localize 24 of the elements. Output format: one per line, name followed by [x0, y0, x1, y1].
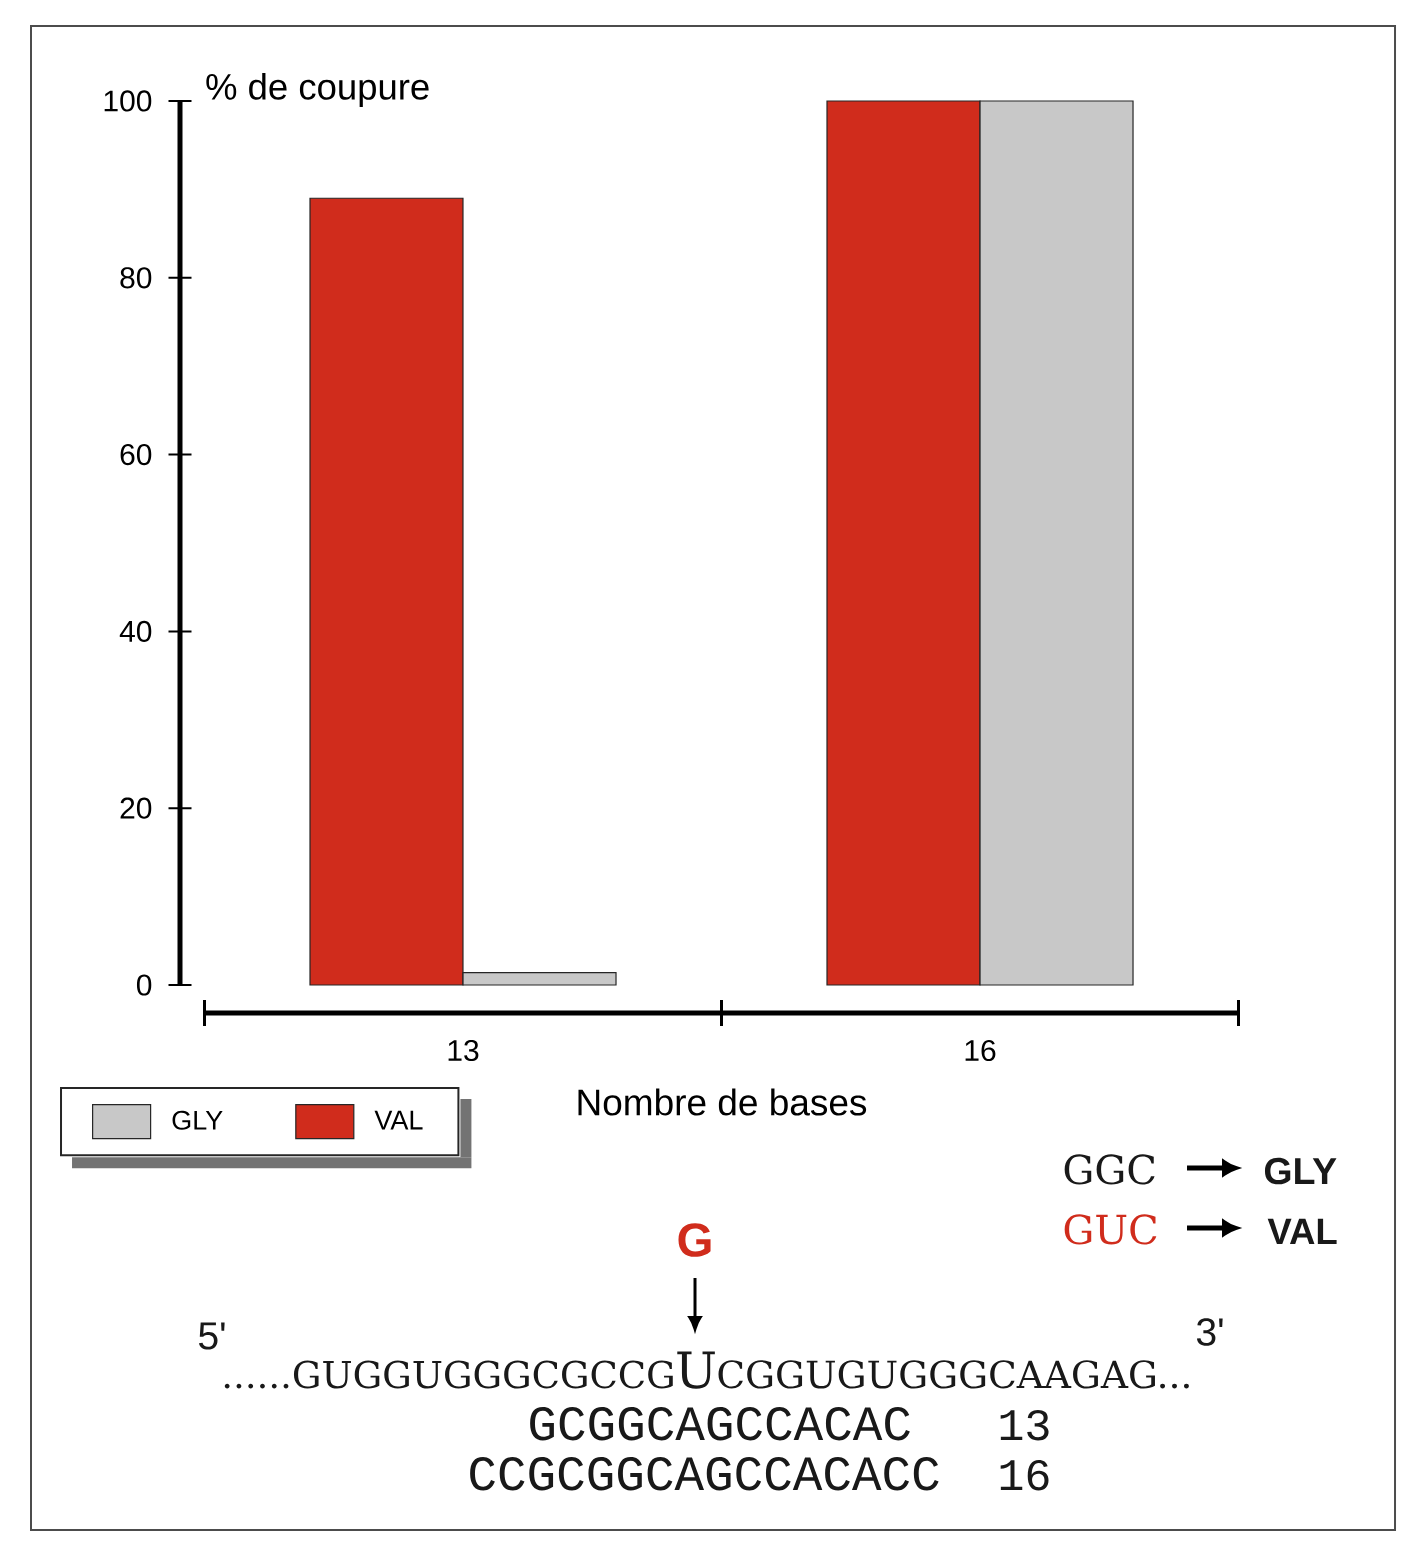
text: 5' [199, 1322, 225, 1350]
text: GUC [1064, 1214, 1157, 1245]
y-axis-title: % de coupure [206, 72, 429, 107]
legend-label: VAL [374, 1110, 423, 1130]
text: 16 [1000, 1459, 1049, 1491]
text: 13 [1000, 1409, 1049, 1441]
text: CCGCGGCAGCCACACC [470, 1457, 939, 1491]
y-tick-label: 0 [136, 974, 152, 996]
text: GLY [1264, 1157, 1337, 1185]
y-tick-label: 80 [120, 267, 152, 289]
text: G [678, 1223, 711, 1257]
text: CGGUGUGGGCAAGAG... [718, 1360, 1189, 1389]
y-tick-label: 100 [104, 90, 152, 112]
text: U [677, 1351, 715, 1389]
text: ......GUGGUGGGCGCCG [224, 1360, 673, 1389]
text: GGC [1064, 1154, 1155, 1185]
text: 3' [1196, 1318, 1223, 1346]
text: GCGGCAGCCACAC [530, 1407, 910, 1441]
x-axis-title: Nombre de bases [578, 1088, 867, 1116]
y-tick-label: 60 [120, 443, 152, 466]
y-tick-label: 40 [119, 620, 152, 642]
text: VAL [1267, 1218, 1337, 1244]
legend-label: GLY [172, 1110, 223, 1130]
y-tick-label: 20 [120, 797, 152, 819]
